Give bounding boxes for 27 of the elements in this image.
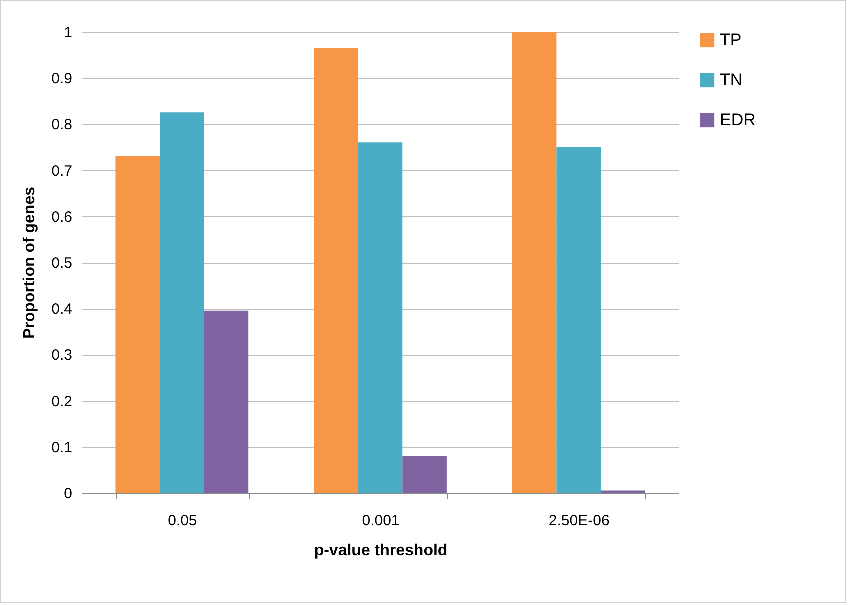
y-tick-label: 0.9 [52,70,72,88]
bar [402,456,447,493]
y-tick-label: 0.5 [52,255,72,272]
y-tick-label: 1 [64,24,72,42]
x-tick-label: 0.05 [168,512,198,530]
y-tick-label: 0.1 [52,439,72,456]
y-tick-label: 0.7 [52,162,72,180]
y-axis-title: Proportion of genes [22,186,39,339]
bar [556,147,601,493]
x-axis-title: p-value threshold [314,542,448,560]
y-tick-label: 0 [64,486,72,502]
y-tick-label: 0.6 [52,208,72,226]
y-tick-label: 0.4 [52,301,72,318]
bar [116,156,160,493]
bar [314,48,358,493]
y-tick-label: 0.2 [52,393,72,410]
x-tick-label: 0.001 [362,512,400,530]
x-tick-label: 2.50E-06 [548,512,610,530]
legend-label: EDR [720,110,756,130]
bar [160,112,204,493]
bar [358,142,403,493]
y-tick-label: 0.3 [52,347,72,364]
legend-label: TN [720,70,743,90]
bar [204,310,249,493]
y-tick-label: 0.8 [52,116,72,134]
legend-label: TP [720,30,742,50]
bar [512,32,557,493]
